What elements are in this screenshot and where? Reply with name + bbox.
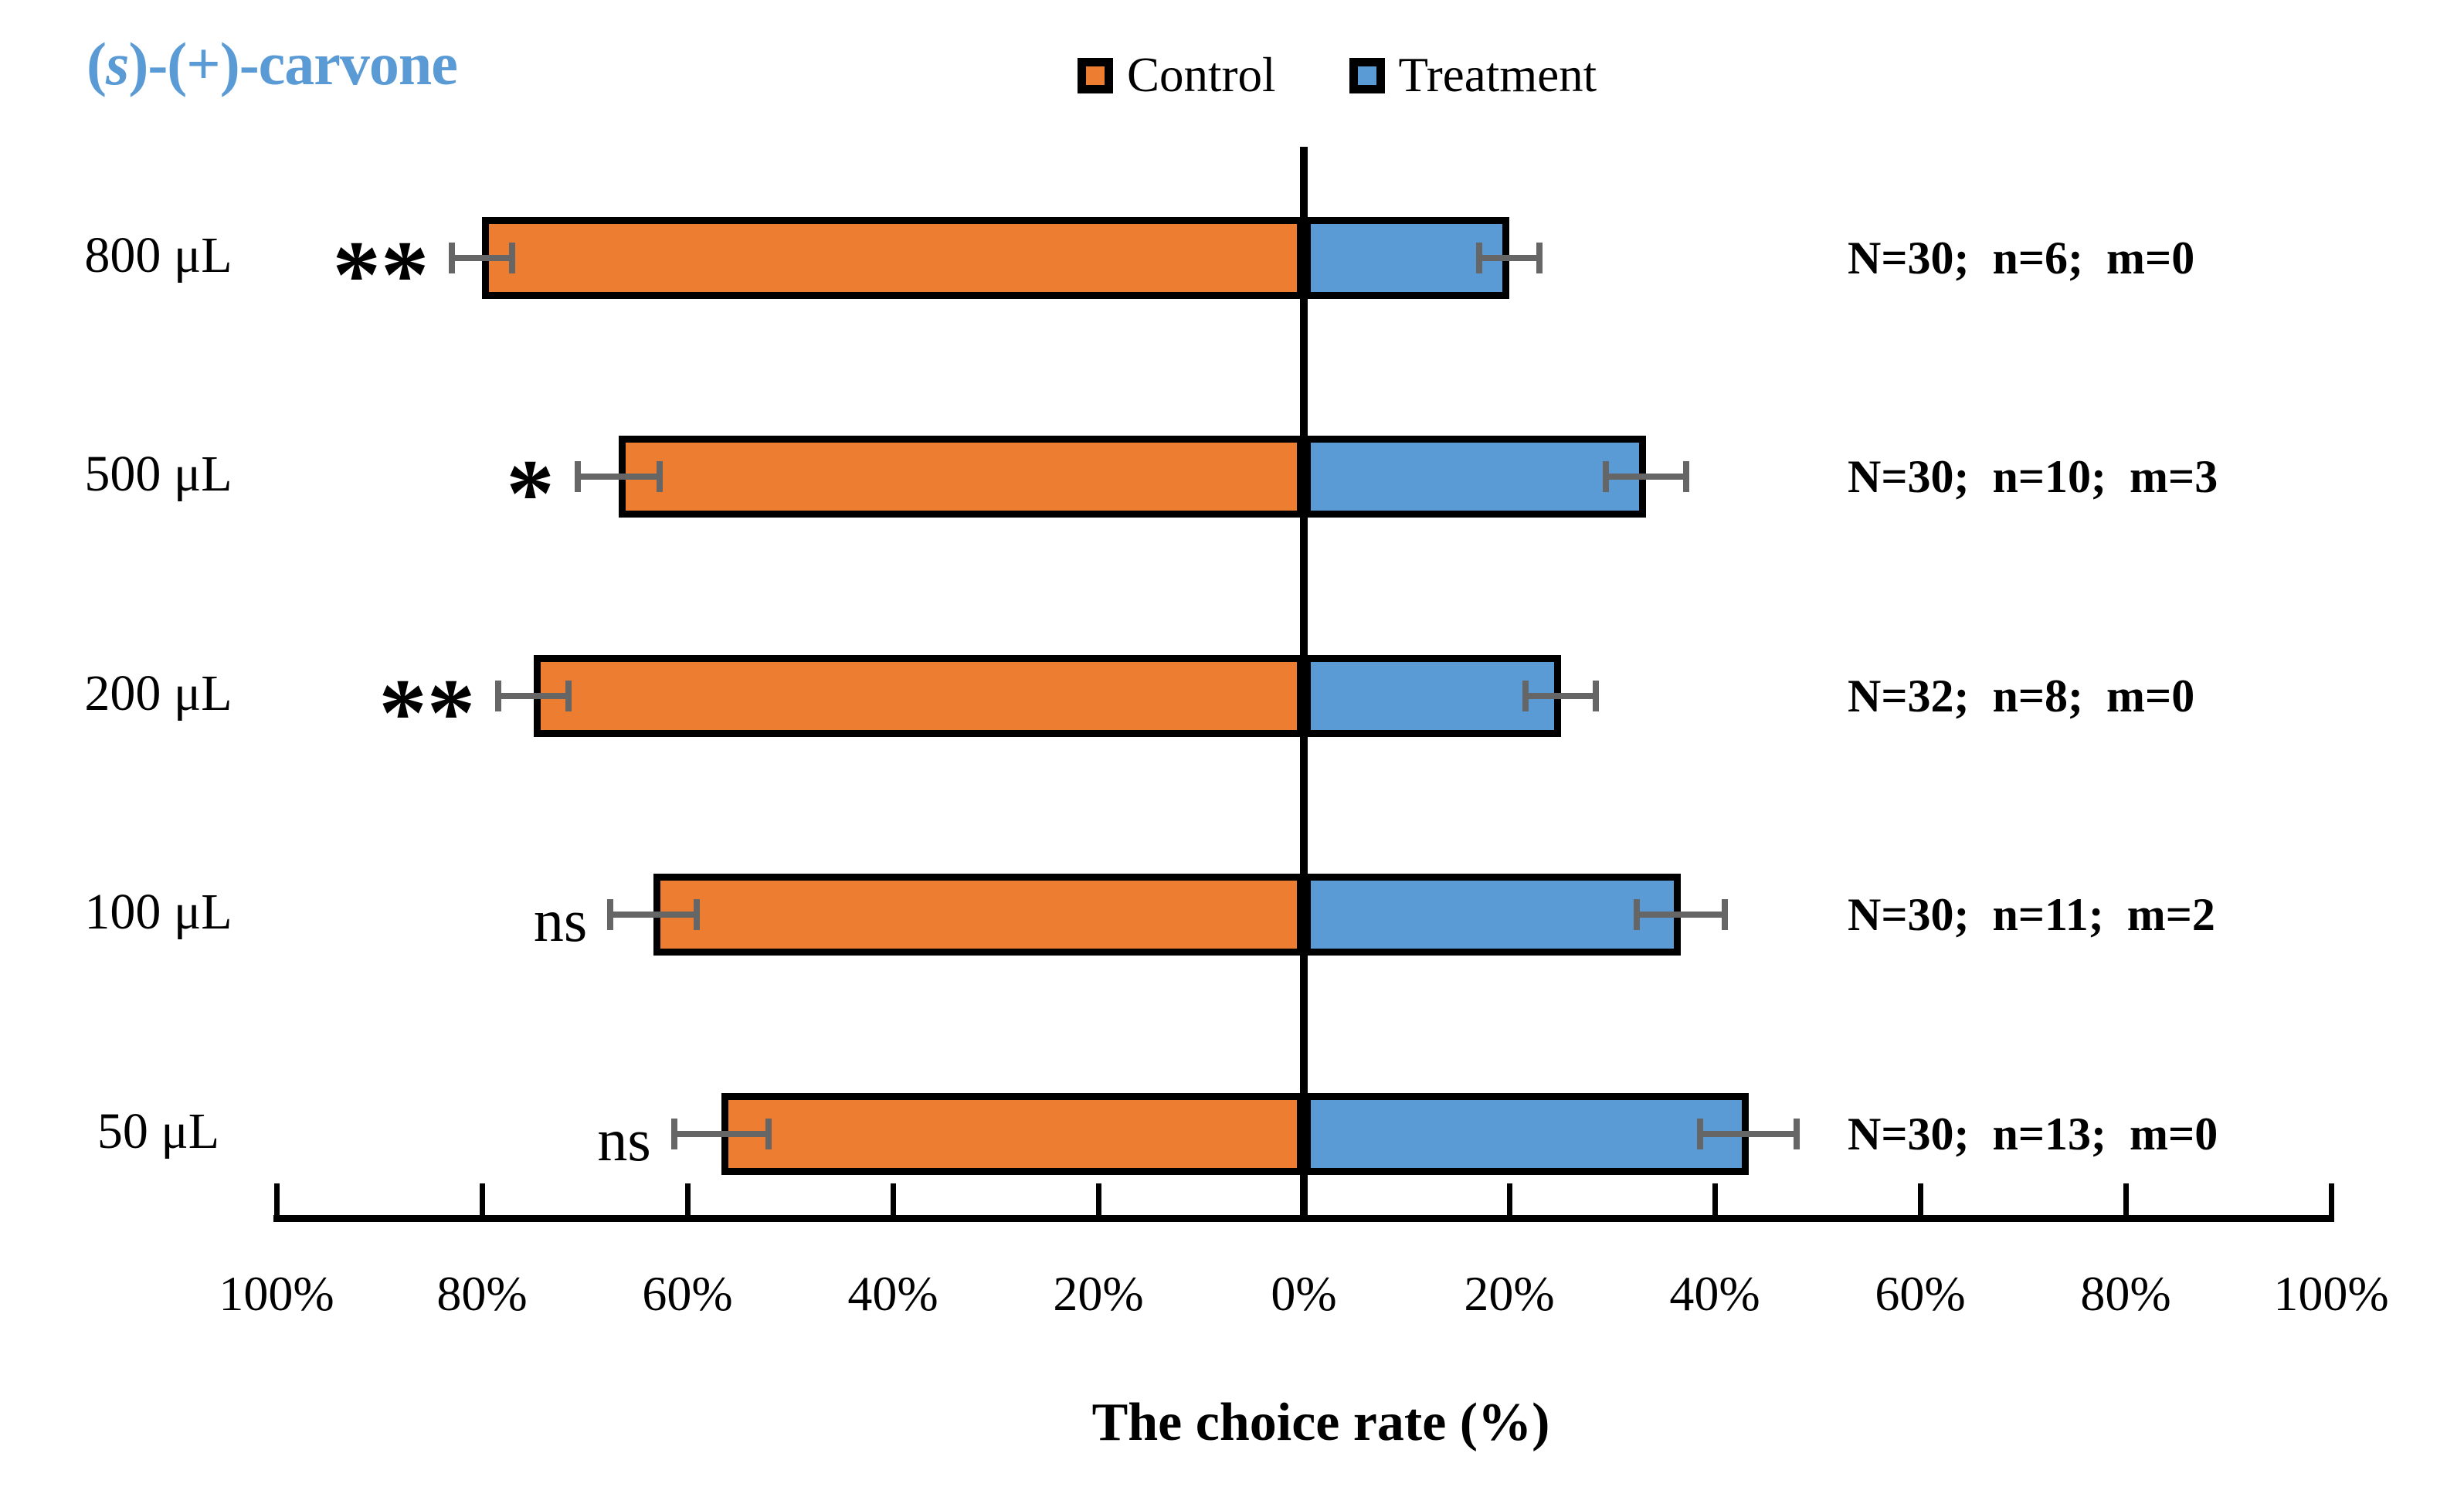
error-bar-cap-right — [693, 899, 700, 930]
x-axis-tick — [2328, 1183, 2334, 1215]
error-bar-cap-left — [449, 243, 456, 273]
control-bar — [482, 217, 1304, 299]
x-axis-tick — [1917, 1183, 1923, 1215]
x-axis-title: The choice rate (%) — [1091, 1393, 1550, 1452]
dose-label: 500 μL — [84, 446, 232, 502]
error-bar-cap-left — [670, 1119, 677, 1149]
sample-annotation: N=30; n=10; m=3 — [1848, 451, 2218, 502]
error-bar-cap-right — [1592, 681, 1599, 711]
sample-annotation: N=32; n=8; m=0 — [1848, 671, 2195, 721]
error-bar-line — [1606, 474, 1686, 480]
error-bar-line — [498, 693, 568, 699]
error-bar-cap-right — [1682, 461, 1689, 492]
title-stereo-descriptor: s — [105, 30, 129, 97]
chart-title: (s)-(+)-carvone — [87, 29, 458, 99]
significance-marker: ns — [533, 887, 588, 954]
error-bar-cap-right — [565, 681, 572, 711]
error-bar-line — [1700, 1131, 1797, 1137]
zero-axis-line — [1300, 147, 1308, 1222]
error-bar-line — [1526, 693, 1596, 699]
legend-item-treatment: Treatment — [1349, 51, 1597, 100]
treatment-bar — [1304, 874, 1682, 956]
legend-label-control: Control — [1127, 48, 1276, 102]
x-axis-tick — [1301, 1183, 1307, 1215]
x-axis-tick-label: 40% — [847, 1266, 938, 1321]
error-bar-cap-right — [1722, 899, 1729, 930]
error-bar-cap-right — [657, 461, 664, 492]
treatment-bar — [1304, 1093, 1749, 1175]
x-axis-tick-label: 20% — [1053, 1266, 1144, 1321]
legend-item-control: Control — [1078, 51, 1276, 100]
error-bar-line — [674, 1131, 769, 1137]
treatment-bar — [1304, 436, 1646, 518]
error-bar-cap-right — [1794, 1119, 1800, 1149]
dose-label: 200 μL — [84, 665, 232, 721]
control-swatch-icon — [1078, 57, 1113, 93]
x-axis-tick-label: 60% — [642, 1266, 733, 1321]
significance-marker: ** — [378, 660, 476, 766]
x-axis-tick — [273, 1183, 280, 1215]
x-axis-tick — [1506, 1183, 1512, 1215]
x-axis-tick — [479, 1183, 485, 1215]
x-axis-tick-label: 0% — [1271, 1266, 1337, 1321]
sample-annotation: N=30; n=11; m=2 — [1848, 889, 2215, 940]
control-bar — [618, 436, 1304, 518]
error-bar-cap-left — [1476, 243, 1483, 273]
error-bar-cap-left — [574, 461, 581, 492]
x-axis-tick-label: 100% — [219, 1266, 334, 1321]
legend: Control Treatment — [1078, 51, 1597, 100]
error-bar-cap-left — [607, 899, 614, 930]
error-bar-cap-right — [508, 243, 515, 273]
error-bar-cap-left — [495, 681, 502, 711]
x-axis-tick-label: 100% — [2273, 1266, 2389, 1321]
error-bar-line — [577, 474, 660, 480]
error-bar-cap-left — [1603, 461, 1610, 492]
treatment-swatch-icon — [1349, 57, 1385, 93]
control-bar — [533, 655, 1304, 737]
x-axis-tick-label: 60% — [1875, 1266, 1966, 1321]
significance-marker: * — [506, 440, 555, 547]
dose-label: 800 μL — [84, 227, 232, 283]
error-bar-cap-left — [1522, 681, 1529, 711]
error-bar-cap-left — [1633, 899, 1640, 930]
x-axis-tick — [1095, 1183, 1101, 1215]
legend-label-treatment: Treatment — [1398, 48, 1597, 102]
error-bar-cap-left — [1697, 1119, 1704, 1149]
significance-marker: ns — [597, 1106, 651, 1173]
error-bar-line — [1479, 255, 1539, 261]
x-axis-tick — [1712, 1183, 1718, 1215]
x-axis-tick-label: 80% — [2080, 1266, 2171, 1321]
error-bar-line — [1636, 912, 1726, 918]
x-axis-tick — [890, 1183, 896, 1215]
x-axis-tick — [684, 1183, 691, 1215]
treatment-bar — [1304, 217, 1509, 299]
control-bar — [653, 874, 1304, 956]
control-bar — [721, 1093, 1304, 1175]
dose-label: 100 μL — [84, 884, 232, 940]
sample-annotation: N=30; n=6; m=0 — [1848, 233, 2195, 283]
x-axis-tick-label: 20% — [1464, 1266, 1555, 1321]
significance-marker: ** — [332, 222, 429, 328]
error-bar-line — [452, 255, 512, 261]
sample-annotation: N=30; n=13; m=0 — [1848, 1108, 2218, 1159]
x-axis-tick — [2123, 1183, 2129, 1215]
dose-label: 50 μL — [97, 1103, 220, 1159]
x-axis-tick-label: 40% — [1669, 1266, 1760, 1321]
x-axis-line — [273, 1215, 2334, 1222]
error-bar-line — [610, 912, 697, 918]
error-bar-cap-right — [765, 1119, 772, 1149]
title-rest: )-(+)-carvone — [128, 30, 458, 97]
error-bar-cap-right — [1536, 243, 1543, 273]
x-axis-tick-label: 80% — [436, 1266, 528, 1321]
title-paren-open: ( — [87, 30, 107, 97]
